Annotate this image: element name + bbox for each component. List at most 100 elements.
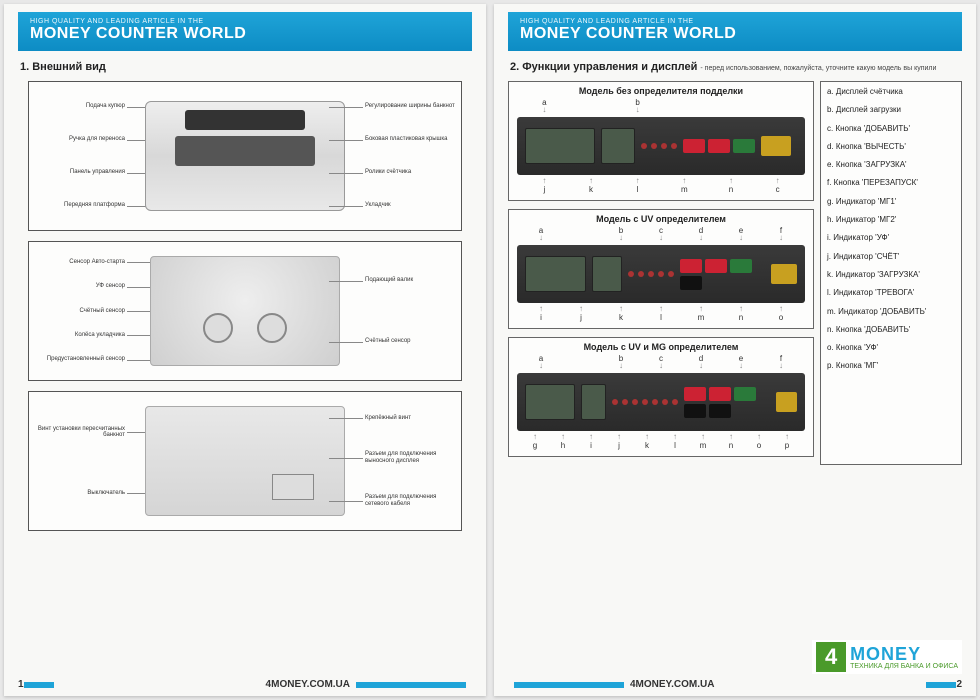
letter-row-bottom: j k l m n c (513, 185, 809, 194)
footer-url: 4MONEY.COM.UA (266, 679, 350, 690)
arrow-row: ↓↓↓↓↓↓ (513, 362, 809, 370)
arrow-row: ↓↓ (513, 106, 809, 114)
legend-item: n. Кнопка 'ДОБАВИТЬ' (827, 326, 955, 335)
page-right: HIGH QUALITY AND LEADING ARTICLE IN THE … (494, 4, 976, 696)
legend-item: o. Кнопка 'УФ' (827, 344, 955, 353)
control-panel-face (517, 373, 805, 431)
callout: Ролики счётчика (365, 168, 455, 177)
footer-accent (24, 682, 54, 688)
logo-text: MONEY ТЕХНИКА ДЛЯ БАНКА И ОФИСА (850, 645, 958, 670)
callouts-left: Подача купюр Ручка для переноса Панель у… (35, 90, 125, 222)
header-banner: HIGH QUALITY AND LEADING ARTICLE IN THE … (18, 12, 472, 51)
legend-item: p. Кнопка 'МГ' (827, 362, 955, 371)
footer-bar (356, 682, 466, 688)
panel-button (680, 276, 702, 290)
callout: УФ сенсор (35, 282, 125, 291)
legend-item: b. Дисплей загрузки (827, 106, 955, 115)
page-footer: 4MONEY.COM.UA 2 (508, 679, 962, 690)
callouts-left: Винт установки пересчитанных банкнот Вык… (35, 400, 125, 522)
section-title: 1. Внешний вид (20, 61, 470, 73)
lcd-display-small (581, 384, 606, 420)
lcd-display-small (601, 128, 635, 164)
legend-item: d. Кнопка 'ВЫЧЕСТЬ' (827, 143, 955, 152)
letter-row-bottom: i j k l m n o (513, 313, 809, 322)
panel-title: Модель без определителя подделки (513, 86, 809, 96)
logo-word: MONEY (850, 645, 958, 663)
legend-item: e. Кнопка 'ЗАГРУЗКА' (827, 161, 955, 170)
callout: Счётный сенсор (365, 337, 455, 346)
panel-title: Модель с UV и MG определителем (513, 342, 809, 352)
button-cluster (641, 143, 677, 149)
callout: Крепёжный винт (365, 414, 455, 423)
legend-item: f. Кнопка 'ПЕРЕЗАПУСК' (827, 179, 955, 188)
panel-button (709, 387, 731, 401)
panel-button (705, 259, 727, 273)
legend-item: c. Кнопка 'ДОБАВИТЬ' (827, 125, 955, 134)
page-number: 2 (956, 679, 962, 690)
panel-button (684, 404, 706, 418)
panel-button (680, 259, 702, 273)
callout: Регулирование ширины банкнот (365, 102, 455, 111)
panel-uv: Модель с UV определителем a b c d e f ↓↓… (508, 209, 814, 329)
legend-item: a. Дисплей счётчика (827, 88, 955, 97)
panel-button (730, 259, 752, 273)
banner-title: MONEY COUNTER WORLD (520, 25, 950, 43)
diagram-top-view: Сенсор Авто-старта УФ сенсор Счётный сен… (28, 241, 462, 381)
banner-title: MONEY COUNTER WORLD (30, 25, 460, 43)
arrow-row: ↑↑↑↑↑↑↑ (513, 305, 809, 313)
control-panel-face (517, 117, 805, 175)
device-illustration (150, 256, 340, 366)
callout: Винт установки пересчитанных банкнот (35, 425, 125, 440)
callouts-right: Подающий валик Счётный сенсор (365, 250, 455, 372)
callout: Предустановленный сенсор (35, 355, 125, 364)
panel-button (761, 136, 791, 156)
callout: Счётный сенсор (35, 307, 125, 316)
panel-button (709, 404, 731, 418)
panel-button (684, 387, 706, 401)
arrow-row: ↓↓↓↓↓↓ (513, 234, 809, 242)
diagram-back-view: Винт установки пересчитанных банкнот Вык… (28, 391, 462, 531)
footer-accent (926, 682, 956, 688)
panel-uv-mg: Модель с UV и MG определителем a b c d e… (508, 337, 814, 457)
title-text: 2. Функции управления и дисплей (510, 61, 697, 73)
title-note: - перед использованием, пожалуйста, уточ… (700, 65, 936, 72)
right-columns: Модель без определителя подделки a b ↓↓ (508, 81, 962, 465)
control-panel-face (517, 245, 805, 303)
callout: Боковая пластиковая крышка (365, 135, 455, 144)
panel-button (733, 139, 755, 153)
legend-item: j. Индикатор 'СЧЁТ' (827, 253, 955, 262)
lcd-display (525, 384, 575, 420)
callout: Панель управления (35, 168, 125, 177)
panel-title: Модель с UV определителем (513, 214, 809, 224)
callout: Сенсор Авто-старта (35, 258, 125, 267)
lcd-display (525, 128, 595, 164)
legend-item: l. Индикатор 'ТРЕВОГА' (827, 289, 955, 298)
callout: Разъем для подключения выносного дисплея (365, 450, 455, 465)
device-illustration (145, 101, 345, 211)
callout: Колёса укладчика (35, 331, 125, 340)
page-left: HIGH QUALITY AND LEADING ARTICLE IN THE … (4, 4, 486, 696)
logo-tagline: ТЕХНИКА ДЛЯ БАНКА И ОФИСА (850, 663, 958, 670)
callout: Укладчик (365, 201, 455, 210)
footer-bar (514, 682, 624, 688)
footer-url: 4MONEY.COM.UA (630, 679, 714, 690)
panel-button (683, 139, 705, 153)
watermark-logo: 4 MONEY ТЕХНИКА ДЛЯ БАНКА И ОФИСА (812, 640, 962, 674)
section-title: 2. Функции управления и дисплей - перед … (510, 61, 960, 73)
panel-button (734, 387, 756, 401)
callout: Подающий валик (365, 276, 455, 285)
lcd-display-small (592, 256, 622, 292)
arrow-row: ↑↑↑↑↑↑ (513, 177, 809, 185)
legend-item: h. Индикатор 'МГ2' (827, 216, 955, 225)
legend-item: k. Индикатор 'ЗАГРУЗКА' (827, 271, 955, 280)
legend-column: a. Дисплей счётчика b. Дисплей загрузки … (820, 81, 962, 465)
callouts-left: Сенсор Авто-старта УФ сенсор Счётный сен… (35, 250, 125, 372)
banner-subtitle: HIGH QUALITY AND LEADING ARTICLE IN THE (520, 18, 950, 25)
callout: Передняя платформа (35, 201, 125, 210)
logo-square-icon: 4 (816, 642, 846, 672)
panel-button (771, 264, 797, 284)
callouts-right: Регулирование ширины банкнот Боковая пла… (365, 90, 455, 222)
legend-item: i. Индикатор 'УФ' (827, 234, 955, 243)
banner-subtitle: HIGH QUALITY AND LEADING ARTICLE IN THE (30, 18, 460, 25)
manual-spread: HIGH QUALITY AND LEADING ARTICLE IN THE … (0, 0, 980, 700)
